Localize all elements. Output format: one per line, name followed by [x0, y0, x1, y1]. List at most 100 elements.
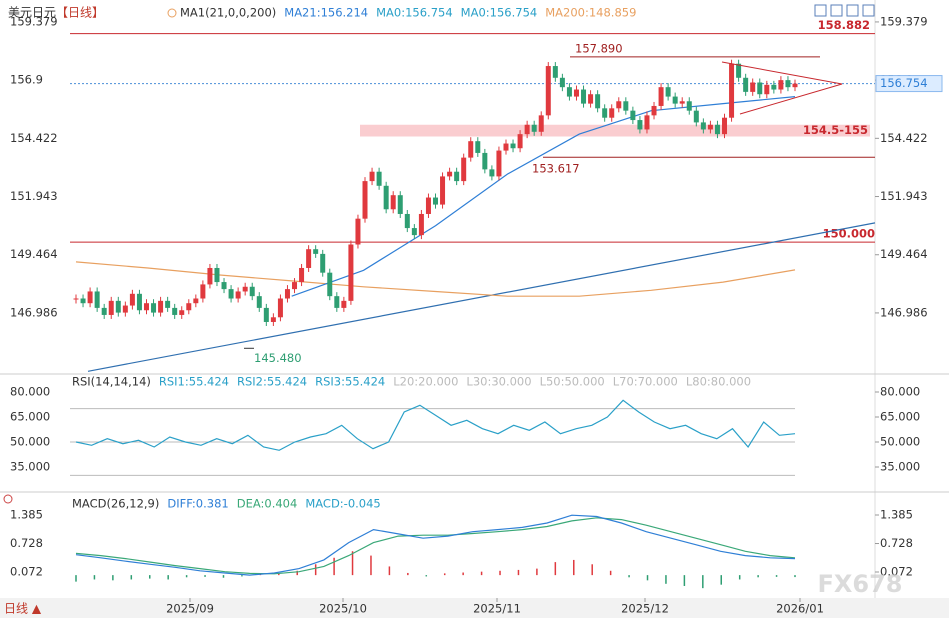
- x-tick-label: 2025/11: [473, 602, 521, 616]
- rsi-line: [75, 399, 796, 451]
- candle-body: [714, 124, 720, 135]
- candle-body: [383, 185, 389, 210]
- y-tick-label-right: 159.379: [880, 14, 928, 28]
- period: 【日线】: [56, 6, 104, 20]
- y-tick-label: 35.000: [10, 460, 50, 474]
- candle-body: [440, 176, 446, 205]
- candle-body: [531, 124, 537, 132]
- candle-body: [700, 122, 706, 130]
- candle-body: [707, 124, 713, 130]
- candle-body: [320, 253, 326, 273]
- candle-body: [672, 96, 678, 104]
- macd-legend: MACD(26,12,9): [72, 497, 159, 511]
- candle-body: [397, 195, 403, 214]
- last-price-label: 156.754: [880, 76, 928, 90]
- candle-body: [665, 87, 671, 97]
- x-tick-label: 2025/12: [621, 602, 669, 616]
- candle-body: [616, 101, 622, 109]
- trendline: [87, 222, 876, 372]
- candle-body: [327, 272, 333, 297]
- toolbar-icons: [814, 4, 875, 17]
- x-tick-label: 2026/01: [776, 602, 824, 616]
- rsi-legend: L20:20.000: [393, 375, 458, 389]
- y-tick-label: 149.464: [10, 247, 58, 261]
- candle-body: [94, 291, 100, 308]
- candle-body: [679, 101, 685, 104]
- candle-body: [136, 293, 142, 311]
- y-tick-label: 0.728: [10, 536, 43, 550]
- candle-body: [736, 63, 742, 78]
- rsi-legend: RSI1:55.424: [159, 375, 229, 389]
- candle-body: [510, 143, 516, 149]
- icon[interactable]: [814, 4, 827, 17]
- candle-body: [651, 105, 657, 116]
- y-tick-label: 146.986: [10, 305, 58, 319]
- candle-body: [284, 289, 290, 299]
- y-tick-label: 80.000: [10, 385, 50, 399]
- last-price-tag: [875, 75, 943, 93]
- x-tick-label: 2025/09: [166, 602, 214, 616]
- candle-body: [235, 291, 241, 299]
- candle-body: [186, 303, 192, 311]
- candle-body: [87, 291, 93, 304]
- candle-body: [785, 80, 791, 88]
- zone-label: 154.5-155: [803, 123, 868, 137]
- candle-body: [433, 197, 438, 205]
- candle-body: [214, 267, 220, 283]
- watermark: FX678: [818, 570, 903, 598]
- candle-body: [743, 77, 749, 92]
- candle-body: [404, 213, 410, 229]
- candle-body: [165, 300, 171, 308]
- diff-line: [75, 514, 796, 576]
- icon[interactable]: [862, 4, 875, 17]
- low-label: 145.480: [254, 351, 302, 365]
- y-tick-label-right: 0.728: [880, 536, 913, 550]
- candle-body: [778, 80, 784, 90]
- ma21-line: [291, 96, 796, 297]
- candle-body: [602, 108, 608, 118]
- candle-body: [221, 282, 227, 290]
- candle-body: [179, 310, 185, 315]
- candle-body: [292, 282, 298, 290]
- candle-body: [341, 300, 347, 308]
- candle-body: [73, 298, 79, 300]
- candle-body: [644, 115, 650, 130]
- candle-body: [729, 63, 735, 118]
- candle-body: [101, 307, 107, 315]
- level-label: 157.890: [575, 41, 623, 55]
- legend-item: MA0:156.754: [376, 6, 453, 20]
- candle-body: [792, 83, 798, 88]
- icon[interactable]: [830, 4, 843, 17]
- candle-body: [129, 293, 135, 306]
- footer-period[interactable]: 日线 ▲: [4, 602, 42, 616]
- macd-legend: DIFF:0.381: [167, 497, 228, 511]
- candle-body: [447, 171, 453, 177]
- candle-body: [630, 110, 636, 121]
- y-tick-label: 156.9: [10, 73, 43, 87]
- macd-legend: MACD:-0.045: [305, 497, 380, 511]
- y-tick-label: 0.072: [10, 565, 43, 579]
- candle-body: [503, 143, 509, 151]
- y-tick-label: 50.000: [10, 435, 50, 449]
- rsi-legend: L30:30.000: [466, 375, 531, 389]
- candle-body: [468, 141, 474, 158]
- rsi-legend: L70:70.000: [613, 375, 678, 389]
- candle-body: [256, 296, 262, 308]
- candle-body: [115, 300, 121, 313]
- candle-body: [80, 298, 86, 304]
- candle-body: [750, 82, 756, 92]
- ma200-line: [75, 261, 796, 297]
- candle-body: [277, 298, 283, 318]
- rsi-legend: L50:50.000: [540, 375, 605, 389]
- icon[interactable]: [846, 4, 859, 17]
- candle-body: [623, 101, 629, 111]
- x-tick-label: 2025/10: [319, 602, 367, 616]
- y-tick-label-right: 146.986: [880, 305, 928, 319]
- macd-legend: DEA:0.404: [237, 497, 298, 511]
- candle-body: [207, 267, 213, 285]
- candle-body: [686, 101, 692, 111]
- candle-body: [151, 303, 157, 313]
- candle-body: [545, 66, 551, 116]
- settings-icon[interactable]: [3, 494, 13, 504]
- candle-body: [193, 298, 199, 304]
